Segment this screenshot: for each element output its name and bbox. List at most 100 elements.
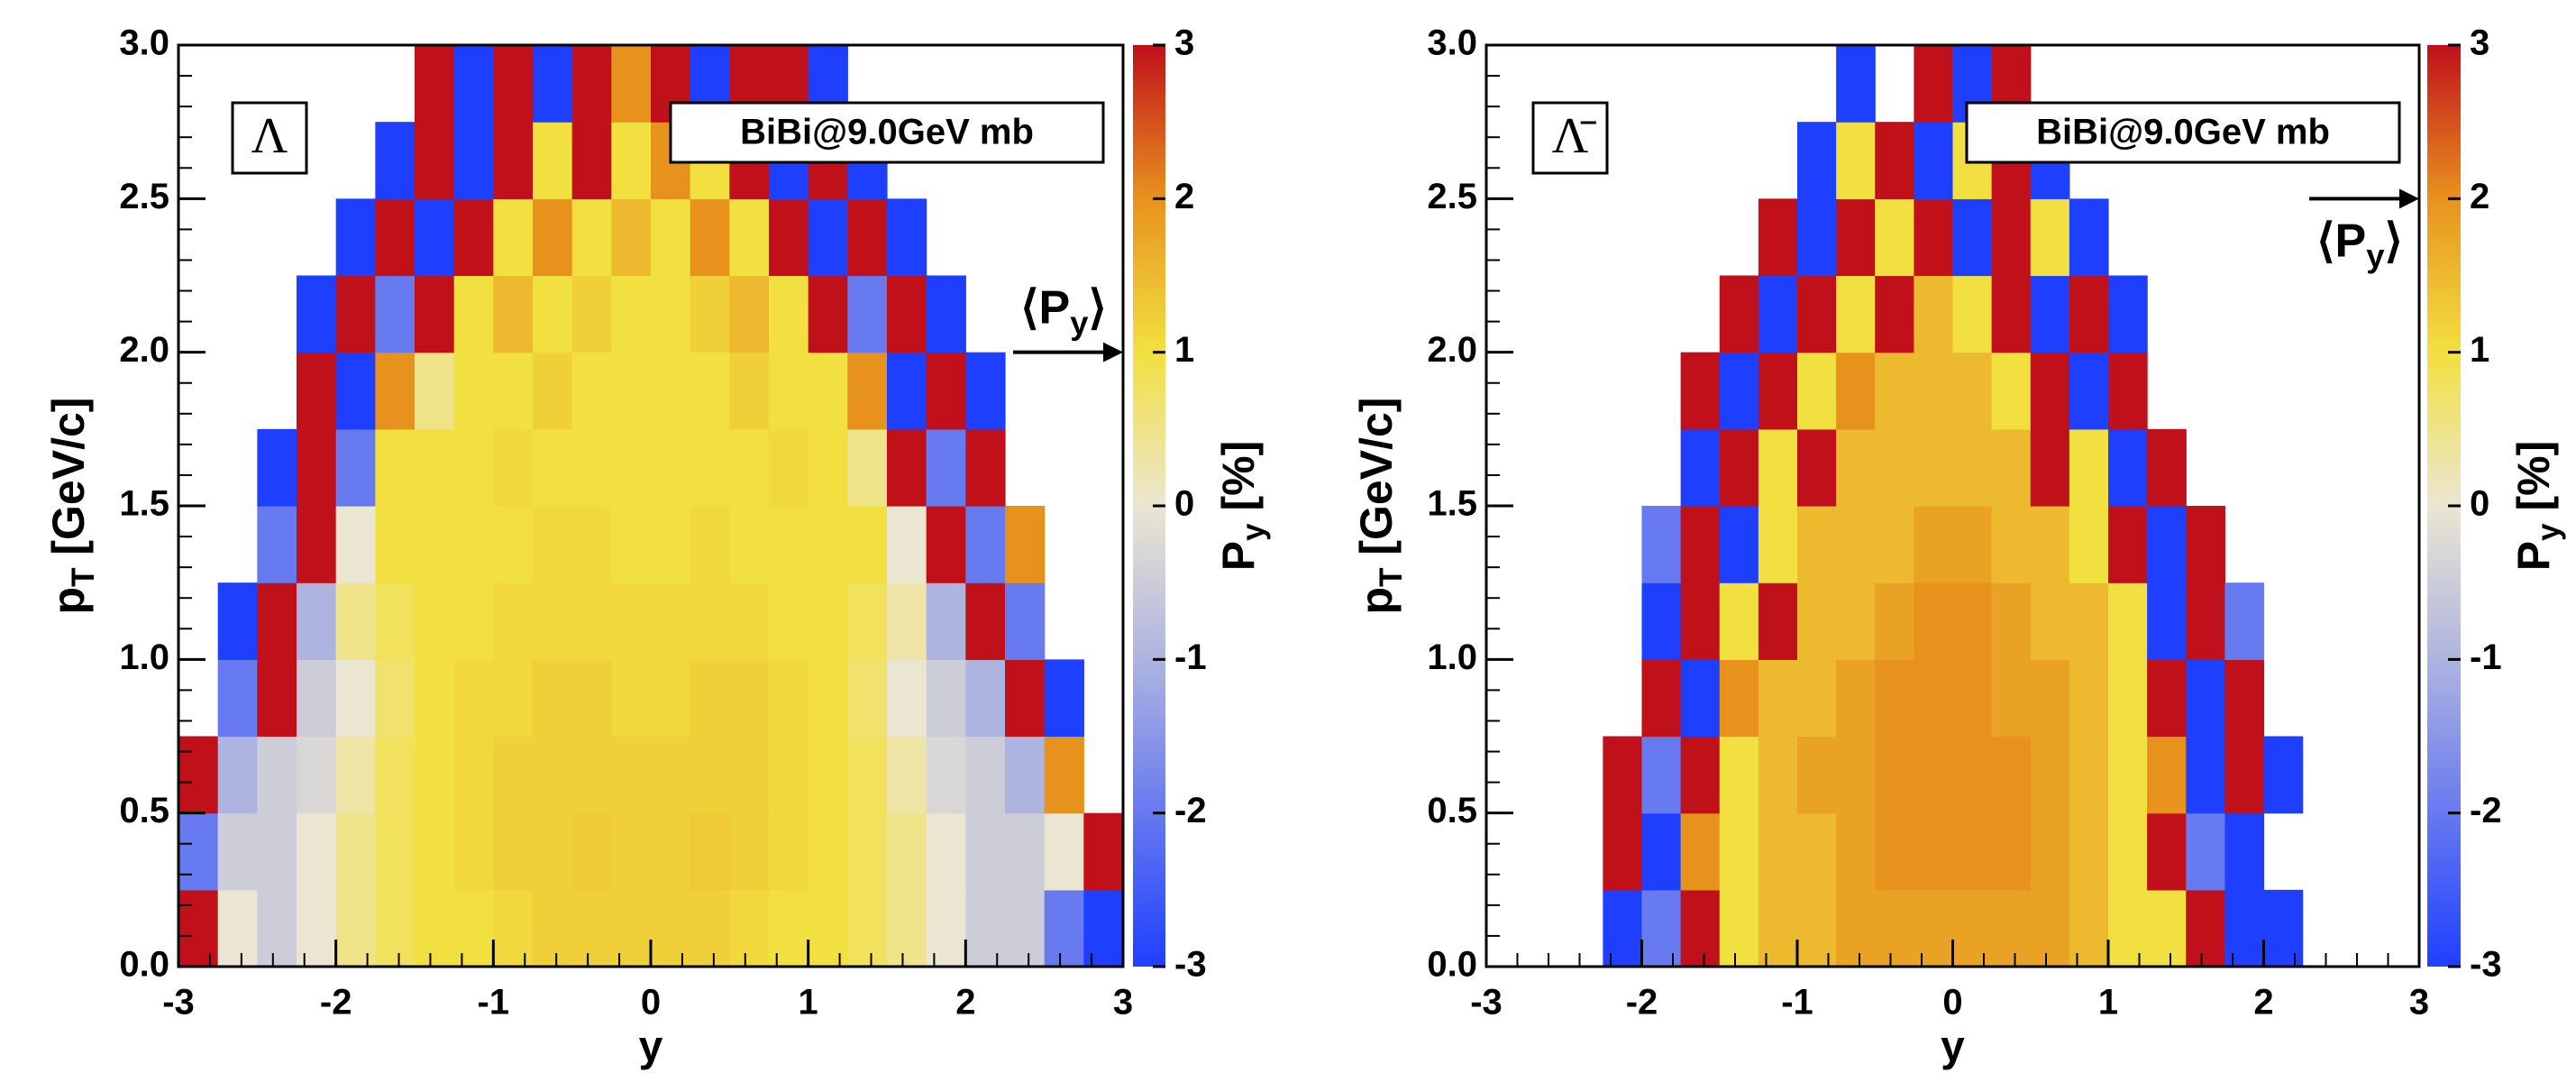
heatmap-cell [571,889,612,968]
heatmap-cell [533,352,573,430]
heatmap-cell [2263,736,2304,814]
heatmap-cell [611,198,652,277]
heatmap-cell [1758,506,1798,583]
heatmap-cell [1719,659,1759,738]
heatmap-cell [611,659,652,738]
y-tick-label: 2.5 [119,177,169,216]
heatmap-cell [847,428,888,507]
heatmap-cell [2108,889,2148,968]
x-tick-label: -1 [478,983,510,1023]
heatmap-cell [2108,659,2148,738]
heatmap-cell [335,275,376,353]
heatmap-cell [729,352,770,430]
heatmap-cell [926,812,966,891]
heatmap-cell [1680,582,1721,660]
heatmap-cell [1991,582,2032,660]
heatmap-cell [2030,582,2070,660]
heatmap-cell [808,736,848,814]
heatmap-cell [493,428,534,507]
heatmap-cell [729,812,770,891]
heatmap-cell [1758,659,1798,738]
heatmap-cell [178,812,219,891]
heatmap-cell [415,736,455,814]
x-tick-label: -3 [162,983,195,1023]
heatmap-cell [335,352,376,430]
heatmap-cell [415,122,455,199]
heatmap-cell [651,812,691,891]
annotation-text-rest: ⟩ [1088,281,1106,334]
x-tick-label: 1 [2098,983,2118,1023]
annotation-text-rest: ⟩ [2384,215,2402,267]
heatmap-cell [2108,736,2148,814]
heatmap-cell [1952,812,1993,891]
heatmap-cell [651,736,691,814]
colorbar-tick-label: -2 [1174,791,1207,830]
heatmap-cell [769,736,809,814]
heatmap-cell [1044,659,1084,738]
heatmap-cell [415,506,455,583]
heatmap-cell [415,582,455,660]
y-tick-label: 2.5 [1427,177,1477,216]
heatmap-cell [415,889,455,968]
heatmap-cell [965,659,1006,738]
heatmap-cell [808,812,848,891]
heatmap-cell [1641,506,1682,583]
heatmap-cell [571,659,612,738]
heatmap-cell [769,889,809,968]
heatmap-cell [2263,889,2304,968]
y-tick-label: 3.0 [1427,23,1477,63]
heatmap-cell [2030,506,2070,583]
annotation-text-sub: y [2366,237,2385,274]
heatmap-cell [2108,506,2148,583]
heatmap-cell [808,352,848,430]
heatmap-cell [1603,889,1643,968]
heatmap-cell [1797,736,1837,814]
heatmap-cell [257,889,297,968]
heatmap-cell [965,506,1006,583]
heatmap-cell [1603,736,1643,814]
heatmap-cell [533,45,573,123]
heatmap-cell [887,889,927,968]
colorbar-tick-label: -3 [1174,945,1207,985]
heatmap-cell [297,659,337,738]
annotation-text-main: ⟨P [1020,281,1070,334]
heatmap-cell [1083,889,1124,968]
x-tick-label: 3 [2409,983,2429,1023]
heatmap-cell [651,275,691,353]
heatmap-cell [533,812,573,891]
heatmap-cell [571,352,612,430]
heatmap-cell [415,659,455,738]
heatmap-cell [887,812,927,891]
heatmap-cell [2224,812,2265,891]
heatmap-cell [415,198,455,277]
heatmap-cell [493,736,534,814]
heatmap-cell [217,889,258,968]
heatmap-cell [335,659,376,738]
heatmap-cell [453,506,494,583]
heatmap-cell [1641,889,1682,968]
heatmap-cell [2147,889,2187,968]
heatmap-cell [493,45,534,123]
heatmap-cell [887,506,927,583]
heatmap-cell [1797,428,1837,507]
heatmap-cell [887,428,927,507]
heatmap-cell [1991,506,2032,583]
heatmap-cell [533,506,573,583]
heatmap-cell [651,889,691,968]
y-tick-label: 0.5 [1427,791,1477,830]
y-axis-label-rest: [GeV/c] [1351,398,1402,568]
heatmap-cell [297,506,337,583]
y-tick-label: 1.5 [1427,484,1477,524]
heatmap-cell [729,428,770,507]
heatmap-cell [1758,352,1798,430]
heatmap-cell [1797,275,1837,353]
heatmap-cell [1914,812,1954,891]
heatmap-cell [1680,812,1721,891]
heatmap-cell [1991,659,2032,738]
x-axis-label: y [639,1023,663,1071]
heatmap-cell [2224,889,2265,968]
heatmap-cell [847,352,888,430]
heatmap-cell [847,198,888,277]
heatmap-cell [2108,428,2148,507]
heatmap-cell [493,122,534,199]
